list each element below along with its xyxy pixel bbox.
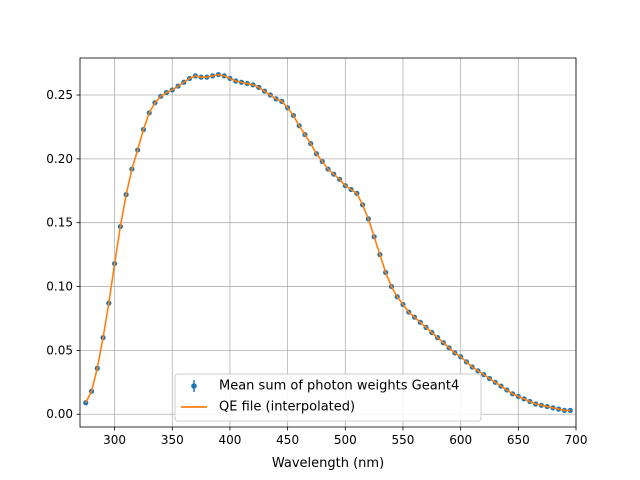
y-tick-label: 0.00 <box>46 407 73 421</box>
x-tick-label: 500 <box>334 433 357 447</box>
legend: Mean sum of photon weights Geant4 QE fil… <box>174 373 482 422</box>
x-tick-label: 400 <box>219 433 242 447</box>
data-point <box>83 400 89 406</box>
axis-ticks: 300 350 400 450 500 550 600 650 700 0.00 0.05 0.10 0… <box>46 88 587 447</box>
grid <box>80 58 577 427</box>
legend-point-marker <box>191 383 197 389</box>
legend-label-qe: QE file (interpolated) <box>219 400 355 415</box>
y-tick-label: 0.25 <box>46 88 73 102</box>
y-tick-label: 0.05 <box>46 343 73 357</box>
series-line-qe <box>85 73 571 412</box>
y-tick-label: 0.20 <box>46 152 73 166</box>
y-tick-label: 0.10 <box>46 280 73 294</box>
x-tick-label: 450 <box>276 433 299 447</box>
legend-box <box>174 373 482 422</box>
legend-entry-geant4: Mean sum of photon weights Geant4 <box>191 379 459 394</box>
x-tick-label: 650 <box>507 433 530 447</box>
y-tick-label: 0.15 <box>46 216 73 230</box>
x-axis-label: Wavelength (nm) <box>272 456 384 471</box>
x-tick-label: 300 <box>103 433 126 447</box>
x-tick-label: 550 <box>392 433 415 447</box>
x-tick-label: 700 <box>565 433 588 447</box>
legend-entry-qe: QE file (interpolated) <box>181 400 355 415</box>
x-tick-label: 600 <box>449 433 472 447</box>
legend-label-geant4: Mean sum of photon weights Geant4 <box>219 379 459 394</box>
data-point <box>567 407 573 414</box>
plot-frame <box>79 57 577 428</box>
plot-series <box>83 71 573 414</box>
x-tick-label: 350 <box>161 433 184 447</box>
